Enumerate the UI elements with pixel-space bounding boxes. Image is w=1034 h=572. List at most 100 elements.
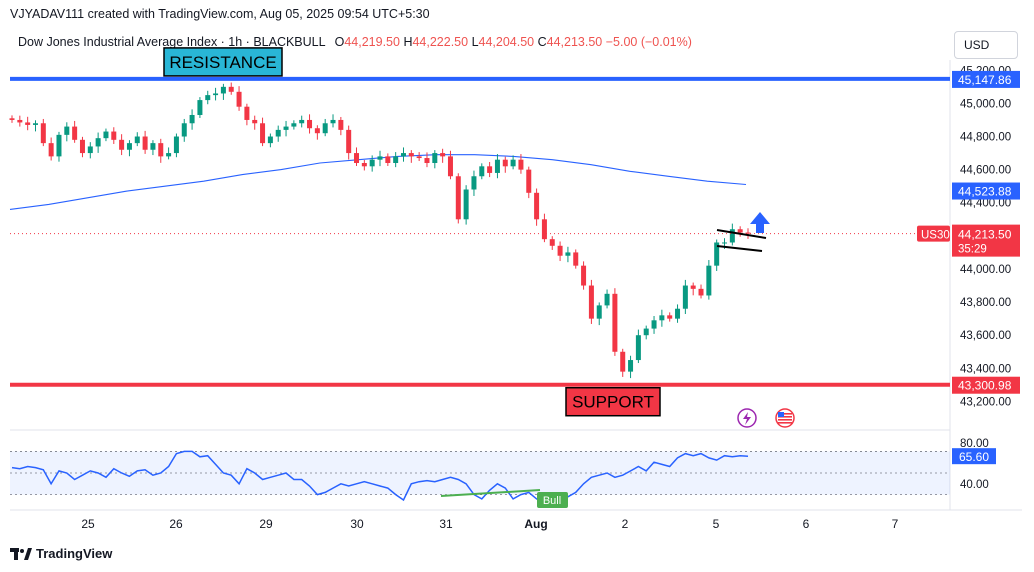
candle-body <box>134 136 140 144</box>
time-tick-label: 30 <box>350 517 364 531</box>
flag-lower-line <box>716 245 763 252</box>
candle-body <box>64 126 70 135</box>
low-value: 44,204.50 <box>478 35 535 49</box>
price-tick-label: 44,400.00 <box>960 198 1011 210</box>
change-value: −5.00 (−0.01%) <box>605 35 692 49</box>
chart-credit: VJYADAV111 created with TradingView.com,… <box>10 7 430 21</box>
support-price-tag <box>952 376 1020 394</box>
price-tick-label: 44,600.00 <box>960 165 1011 177</box>
candle-body <box>56 134 62 157</box>
candle-body <box>119 139 125 150</box>
candle-body <box>526 169 532 193</box>
candle-body <box>463 189 469 220</box>
low-label: L <box>471 35 479 49</box>
candle-body <box>487 166 493 173</box>
candle-body <box>510 159 516 167</box>
candle-body <box>573 252 579 266</box>
time-tick-label: Aug <box>524 517 547 531</box>
price-tick-label: 44,800.00 <box>960 132 1011 144</box>
candle-body <box>440 153 446 157</box>
rsi-value-tag <box>952 448 996 465</box>
symbol-tag <box>917 225 950 242</box>
candle-body <box>447 156 453 177</box>
candle-body <box>314 128 320 134</box>
candle-body <box>166 153 172 157</box>
close-label: C <box>537 35 547 49</box>
open-value: 44,219.50 <box>344 35 400 49</box>
candle-body <box>197 100 203 115</box>
candle-body <box>244 106 250 120</box>
rsi-tick-label: 80.00 <box>960 438 989 450</box>
candle-body <box>557 245 563 256</box>
ma-price-tag <box>952 182 1020 200</box>
candle-body <box>189 114 195 124</box>
resistance-price-label: 45,147.86 <box>958 73 1012 87</box>
rsi-tick-label: 40.00 <box>960 479 989 491</box>
candle-body <box>48 143 54 157</box>
candle-body <box>236 91 242 107</box>
time-tick-label: 29 <box>259 517 273 531</box>
countdown-label: 35:29 <box>958 244 987 256</box>
candle-body <box>722 242 728 244</box>
us-flag-stripe <box>778 413 792 415</box>
last-price-label: 44,213.50 <box>958 228 1012 242</box>
close-value: 44,213.50 <box>546 35 603 49</box>
candle-body <box>9 118 15 120</box>
candle-body <box>95 138 101 147</box>
time-tick-label: 5 <box>713 517 720 531</box>
price-tick-label: 44,000.00 <box>960 264 1011 276</box>
currency-button[interactable]: USD <box>954 31 1018 59</box>
support-label-box <box>565 386 661 417</box>
candle-body <box>651 320 657 329</box>
price-tick-label: 43,600.00 <box>960 330 1011 342</box>
candle-body <box>596 305 602 319</box>
candle-body <box>338 119 344 130</box>
candle-body <box>213 93 219 96</box>
us-flag-stripe <box>778 419 792 421</box>
tradingview-brand: TradingView <box>36 546 113 561</box>
resistance-price-tag <box>952 70 1020 88</box>
candle-body <box>220 86 226 94</box>
candle-body <box>714 242 720 266</box>
candle-body <box>260 123 266 144</box>
support-price-label: 43,300.98 <box>958 379 1012 393</box>
candle-body <box>252 119 258 124</box>
candle-body <box>549 239 555 246</box>
candle-body <box>181 123 187 137</box>
bull-divergence-tag <box>537 492 568 508</box>
candle-body <box>322 123 328 134</box>
open-label: O <box>334 35 345 49</box>
candle-body <box>635 335 641 361</box>
bull-divergence-line <box>440 489 541 497</box>
candle-body <box>72 126 78 140</box>
candle-body <box>267 136 273 144</box>
time-tick-label: 6 <box>803 517 810 531</box>
candle-body <box>361 163 367 167</box>
candle-body <box>385 156 391 164</box>
candle-body <box>518 159 524 170</box>
candle-body <box>32 123 38 125</box>
rsi-line <box>11 450 749 505</box>
candle-body <box>377 156 383 160</box>
candle-body <box>25 122 31 125</box>
candle-body <box>299 119 305 124</box>
candle-body <box>291 123 297 127</box>
resistance-label-box <box>163 47 283 77</box>
candle-body <box>612 293 618 352</box>
candle-body <box>228 86 234 92</box>
candle-body <box>455 176 461 220</box>
candle-body <box>275 129 281 137</box>
candle-body <box>307 119 313 129</box>
moving-average-line <box>9 154 747 210</box>
candle-body <box>330 119 336 124</box>
candle-body <box>346 129 352 154</box>
candle-body <box>690 285 696 289</box>
price-tick-label: 43,400.00 <box>960 363 1011 375</box>
candle-body <box>283 126 289 130</box>
candle-body <box>494 159 500 173</box>
candle-body <box>588 285 594 319</box>
candle-body <box>205 95 211 101</box>
candle-body <box>604 293 610 306</box>
us-flag-event-icon <box>775 408 795 428</box>
